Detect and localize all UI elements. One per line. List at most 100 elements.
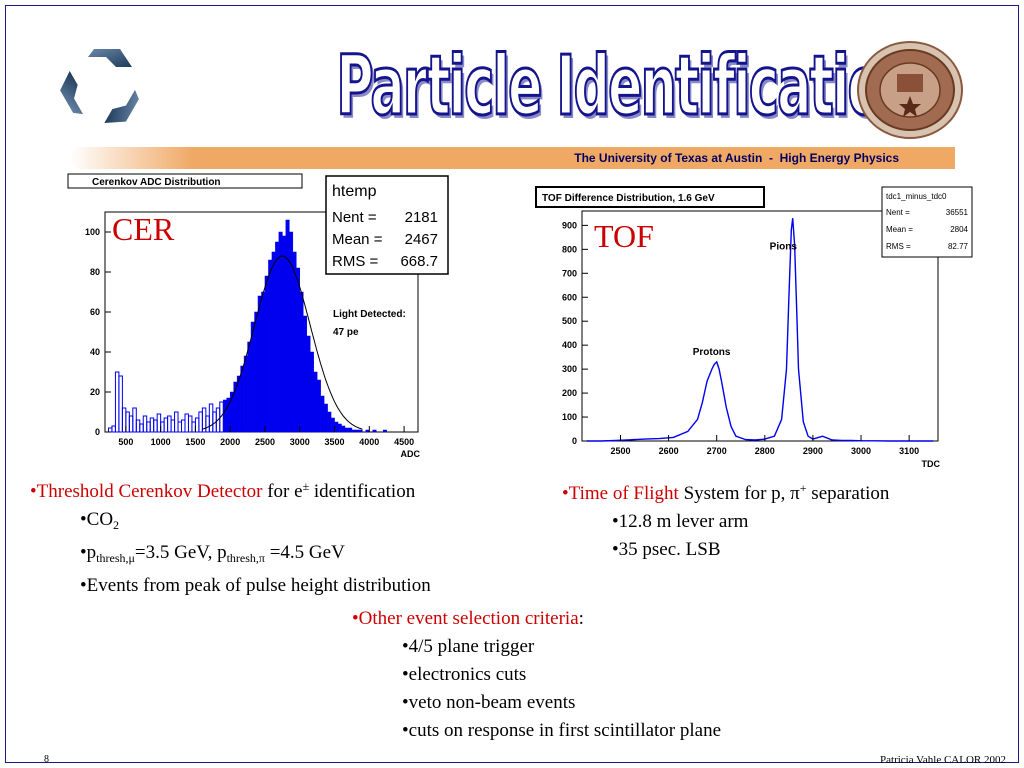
histogram-bar <box>372 429 377 433</box>
cerenkov-end-text: identification <box>309 481 416 502</box>
stats-label: Mean = <box>886 225 913 234</box>
stats-box <box>325 175 449 275</box>
cer-plot: Cerenkov ADC Distribution 500 1000 1500 2000… <box>60 170 450 465</box>
stats-value: 668.7 <box>400 253 438 270</box>
y-tick-label: 0 <box>572 436 577 446</box>
histogram-bar <box>163 417 169 433</box>
cerenkov-sup: ± <box>302 479 310 493</box>
plot-frame <box>581 210 939 442</box>
tof-end-text: separation <box>806 483 890 504</box>
histogram-bar <box>282 235 287 433</box>
thresh-sub1: thresh,μ <box>96 551 135 565</box>
histogram-bar <box>292 251 297 433</box>
plot-overlay-label: TOF <box>594 218 654 254</box>
y-tick-label: 40 <box>90 347 100 357</box>
y-tick-label: 0 <box>95 427 100 437</box>
histogram-bar <box>296 267 301 433</box>
histogram-bar <box>153 419 158 433</box>
y-tick-label: 300 <box>562 364 577 374</box>
selection-colon: : <box>578 608 584 629</box>
histogram-bar <box>299 291 304 433</box>
selection-red-text: •Other event selection criteria <box>352 608 579 629</box>
stats-name: tdc1_minus_tdc0 <box>886 192 947 201</box>
banner-text: The University of Texas at Austin - High… <box>574 151 899 165</box>
histogram-bar <box>243 355 248 433</box>
histogram-bar <box>309 351 314 433</box>
histogram-bar <box>191 421 196 433</box>
x-tick-label: 3500 <box>325 437 345 447</box>
stats-value: 2181 <box>405 209 438 226</box>
histogram-bar <box>275 241 280 433</box>
histogram-bar <box>344 427 349 433</box>
footer-author: Patricia Vahle CALOR 2002 <box>880 754 1006 766</box>
y-tick-label: 80 <box>90 267 100 277</box>
stats-value: 36551 <box>946 208 969 217</box>
histogram-bar <box>302 315 307 433</box>
histogram-bar <box>320 395 325 433</box>
x-tick-label: 2000 <box>220 437 240 447</box>
stats-label: RMS = <box>886 242 911 251</box>
fit-curve <box>202 255 363 430</box>
histogram-bar <box>125 411 130 433</box>
banner: The University of Texas at Austin - High… <box>70 147 955 169</box>
x-tick-label: 3100 <box>899 446 919 456</box>
histogram-bar <box>156 413 162 433</box>
histogram-bar <box>222 399 227 433</box>
histogram-bar <box>278 231 283 433</box>
histogram-bar <box>177 421 183 433</box>
histogram-bar <box>184 413 189 433</box>
histogram-bar <box>121 407 127 433</box>
stats-name: htemp <box>332 183 377 200</box>
histogram-bar <box>264 275 269 433</box>
histogram-bar <box>174 411 179 433</box>
threshold-item: •pthresh,μ=3.5 GeV, pthresh,π =4.5 GeV <box>30 539 431 572</box>
x-tick-label: 2800 <box>755 446 775 456</box>
cerenkov-bullets: •Threshold Cerenkov Detector for e± iden… <box>30 472 431 600</box>
x-tick-label: 4000 <box>359 437 379 447</box>
hep-logo-icon <box>54 42 147 132</box>
histogram-bar <box>330 417 335 433</box>
tof-item: •35 psec. LSB <box>612 539 721 560</box>
histogram-bar <box>114 371 120 433</box>
histogram-bar <box>327 411 332 433</box>
x-tick-label: 2700 <box>707 446 727 456</box>
histogram-bar <box>271 251 276 433</box>
x-tick-label: 4500 <box>394 437 414 447</box>
histogram-bar <box>254 311 259 433</box>
peak-label: Protons <box>693 347 731 358</box>
histogram-bar <box>247 341 252 433</box>
histogram-bar <box>167 415 172 433</box>
x-tick-label: 2500 <box>255 437 275 447</box>
histogram-bar <box>181 419 186 433</box>
y-tick-label: 20 <box>90 387 100 397</box>
x-tick-label: 2500 <box>610 446 630 456</box>
y-tick-label: 600 <box>562 292 577 302</box>
chart-title: Cerenkov ADC Distribution <box>92 177 221 188</box>
stats-label: Mean = <box>332 231 383 248</box>
co2-text: •CO <box>80 509 114 530</box>
selection-item: •electronics cuts <box>402 664 527 685</box>
histogram-bar <box>128 415 134 433</box>
histogram-bar <box>118 375 123 433</box>
histogram-bar <box>351 429 356 433</box>
histogram-bar <box>261 291 266 433</box>
tof-histogram: TOF Difference Distribution, 1.6 GeV 2500… <box>535 186 973 469</box>
page-title: Particle Identification <box>335 38 917 136</box>
page-number: 8 <box>44 754 49 765</box>
chart-title-box <box>535 186 765 208</box>
y-tick-label: 400 <box>562 340 577 350</box>
y-tick-label: 900 <box>562 220 577 230</box>
stats-label: Nent = <box>332 209 377 226</box>
y-tick-label: 100 <box>85 227 100 237</box>
histogram-bar <box>170 419 176 433</box>
x-tick-label: 1000 <box>151 437 171 447</box>
chart-title-box <box>67 173 303 189</box>
y-tick-label: 60 <box>90 307 100 317</box>
histogram-bar <box>198 411 203 433</box>
peak-label: Pions <box>770 241 798 252</box>
tof-bullets: •Time of Flight System for p, π+ separat… <box>562 474 889 564</box>
x-tick-label: 500 <box>118 437 133 447</box>
histogram-bar <box>132 407 137 433</box>
x-tick-label: 2600 <box>659 446 679 456</box>
y-tick-label: 200 <box>562 388 577 398</box>
